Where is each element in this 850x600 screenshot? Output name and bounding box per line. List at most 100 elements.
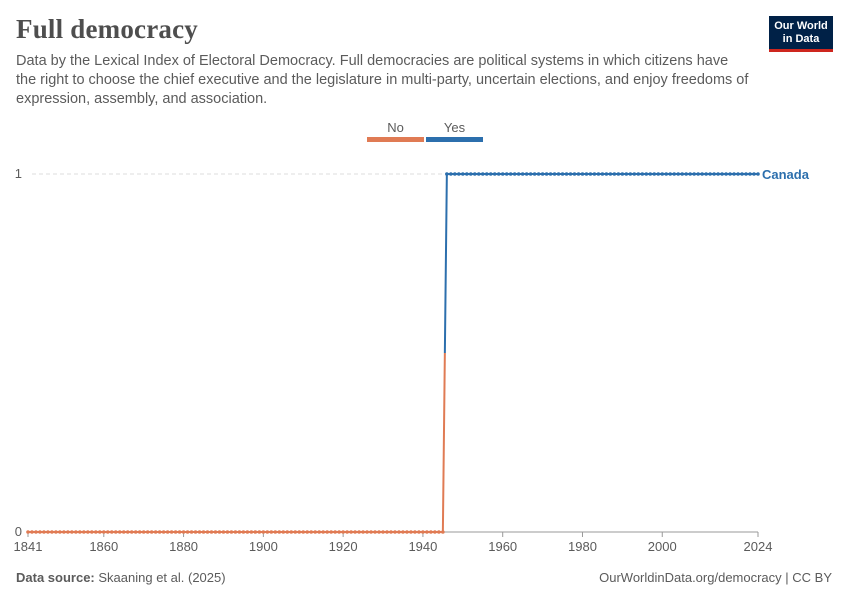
legend-item-no[interactable]: No <box>387 120 404 135</box>
series-line-no <box>28 352 446 533</box>
data-point <box>269 530 274 534</box>
data-point <box>185 530 190 534</box>
data-point <box>221 530 226 534</box>
data-point <box>113 530 118 534</box>
data-point <box>608 172 613 176</box>
data-point <box>337 530 341 534</box>
data-point <box>361 530 365 534</box>
data-point <box>640 172 645 176</box>
data-point <box>305 530 310 534</box>
data-point <box>437 530 441 534</box>
x-tick-label: 1900 <box>249 539 278 554</box>
data-point <box>413 530 417 534</box>
data-point <box>588 172 593 176</box>
data-point <box>652 172 657 176</box>
data-point <box>536 172 541 176</box>
data-point <box>393 530 397 534</box>
data-point <box>345 530 349 534</box>
data-point <box>449 172 453 176</box>
data-point <box>50 530 54 534</box>
data-point <box>417 530 421 534</box>
data-point <box>421 530 425 534</box>
data-point <box>30 530 34 534</box>
data-point <box>325 530 329 534</box>
data-point <box>720 172 724 176</box>
data-point <box>409 530 413 534</box>
data-point <box>105 530 110 534</box>
data-point <box>496 172 501 176</box>
data-point <box>309 530 314 534</box>
data-point <box>149 530 154 534</box>
data-point <box>377 530 381 534</box>
data-point <box>468 172 473 176</box>
data-point <box>736 172 740 176</box>
data-point <box>38 530 42 534</box>
data-point <box>668 172 673 176</box>
data-point <box>397 530 401 534</box>
data-point <box>512 172 517 176</box>
data-point <box>724 172 728 176</box>
data-point <box>389 530 393 534</box>
data-point <box>209 530 214 534</box>
data-point <box>153 530 158 534</box>
data-point <box>429 530 433 534</box>
data-point <box>317 530 322 534</box>
chart-title: Full democracy <box>16 14 199 44</box>
data-point <box>664 172 669 176</box>
data-point <box>492 172 497 176</box>
data-point <box>672 172 677 176</box>
data-point <box>700 172 704 176</box>
data-point <box>297 530 302 534</box>
data-point <box>716 172 720 176</box>
data-point <box>604 172 609 176</box>
data-point <box>165 530 170 534</box>
data-point <box>572 172 577 176</box>
data-point <box>321 530 325 534</box>
data-point <box>333 530 337 534</box>
data-point <box>94 530 98 534</box>
data-source-label: Data source: <box>16 570 95 585</box>
data-point <box>78 530 82 534</box>
data-point <box>712 172 716 176</box>
data-point <box>121 530 126 534</box>
data-point <box>580 172 585 176</box>
data-point <box>688 172 692 176</box>
data-point <box>568 172 573 176</box>
data-point <box>516 172 521 176</box>
data-point <box>249 530 254 534</box>
data-point <box>616 172 621 176</box>
data-point <box>237 530 242 534</box>
data-source-text[interactable]: Skaaning et al. (2025) <box>98 570 226 585</box>
owid-logo[interactable]: Our World in Data <box>769 16 833 52</box>
series-line-yes <box>443 173 758 354</box>
data-point <box>229 530 234 534</box>
data-point <box>748 172 752 176</box>
data-point <box>453 172 457 176</box>
data-point <box>636 172 641 176</box>
data-point <box>289 530 294 534</box>
x-tick-label: 1960 <box>488 539 517 554</box>
data-point <box>461 172 465 176</box>
data-point <box>90 530 94 534</box>
data-point <box>74 530 78 534</box>
data-point <box>457 172 461 176</box>
data-point <box>34 530 38 534</box>
data-point <box>401 530 405 534</box>
data-point <box>66 530 70 534</box>
data-point <box>544 172 549 176</box>
legend-swatch-yes <box>426 137 483 142</box>
data-point <box>441 530 445 534</box>
data-point <box>528 172 533 176</box>
data-point <box>217 530 222 534</box>
data-point <box>556 172 561 176</box>
legend-swatch-no <box>367 137 424 142</box>
data-point <box>54 530 58 534</box>
data-point <box>241 530 246 534</box>
data-point <box>756 172 760 176</box>
footer-url[interactable]: OurWorldinData.org/democracy | CC BY <box>599 570 832 585</box>
legend-item-yes[interactable]: Yes <box>443 120 466 135</box>
data-point <box>504 172 509 176</box>
data-point <box>281 530 286 534</box>
x-tick-label: 1841 <box>14 539 43 554</box>
data-point <box>369 530 373 534</box>
